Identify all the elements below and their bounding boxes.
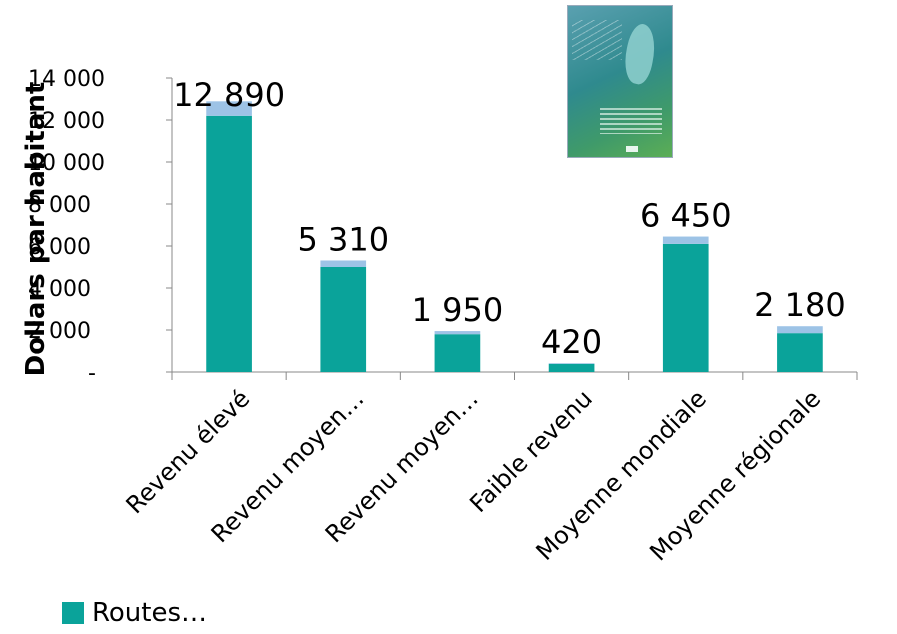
y-tick-label: 14 000 bbox=[28, 67, 105, 92]
bar-segment-other bbox=[548, 363, 595, 364]
legend-label: Routes… bbox=[92, 598, 208, 628]
y-axis-title: Dollars par habitant bbox=[21, 82, 51, 377]
cover-pattern bbox=[572, 20, 622, 60]
bar-segment-other bbox=[434, 331, 481, 335]
chart-axes bbox=[171, 78, 858, 380]
y-tick-label: 10 000 bbox=[28, 151, 105, 176]
y-tick-label: 2 000 bbox=[28, 319, 91, 344]
cover-text-block bbox=[600, 108, 662, 134]
y-tick-label: 4 000 bbox=[28, 277, 91, 302]
bar-segment-other bbox=[320, 260, 367, 267]
data-label: 5 310 bbox=[297, 220, 389, 258]
bar-segment-routes bbox=[320, 267, 367, 372]
chart-bars bbox=[206, 101, 823, 373]
bar-segment-routes bbox=[662, 243, 709, 372]
bar-segment-routes bbox=[434, 334, 481, 372]
bar-segment-other bbox=[662, 236, 709, 244]
data-label: 12 890 bbox=[173, 76, 285, 114]
report-cover-image bbox=[567, 5, 673, 158]
bar-segment-routes bbox=[777, 333, 823, 372]
bar-segment-other bbox=[206, 101, 252, 116]
cover-logo bbox=[626, 146, 638, 152]
data-labels: 12 890 5 310 1 950 420 6 450 2 180 bbox=[173, 76, 846, 361]
y-tick-label: 8 000 bbox=[28, 193, 91, 218]
bar-segment-routes bbox=[548, 363, 595, 372]
data-label: 420 bbox=[541, 323, 602, 361]
y-tick-label: 6 000 bbox=[28, 235, 91, 260]
chart-legend: Routes… bbox=[62, 598, 207, 628]
legend-swatch bbox=[62, 602, 84, 624]
data-label: 2 180 bbox=[754, 286, 846, 324]
cover-map-shape bbox=[620, 21, 660, 87]
data-label: 1 950 bbox=[412, 291, 504, 329]
data-label: 6 450 bbox=[640, 197, 732, 235]
y-tick-label: 12 000 bbox=[28, 109, 105, 134]
bar-segment-other bbox=[777, 326, 823, 334]
y-tick-label: - bbox=[88, 361, 96, 386]
bar-segment-routes bbox=[206, 115, 252, 373]
y-axis-ticks: - 2 000 4 000 6 000 8 000 10 000 12 000 14 000 bbox=[28, 67, 172, 386]
